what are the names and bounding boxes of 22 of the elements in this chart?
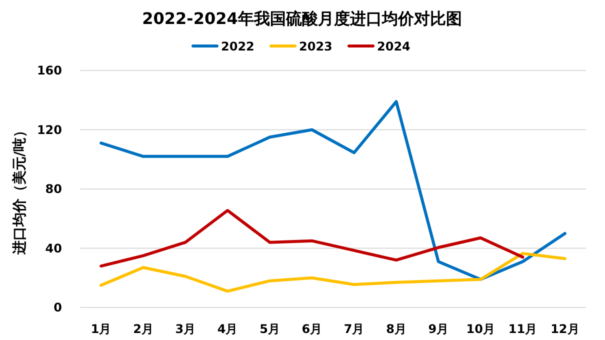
- x-tick-label: 9月: [428, 322, 449, 336]
- x-tick-label: 4月: [217, 322, 238, 336]
- y-tick-label: 120: [36, 122, 62, 137]
- y-tick-label: 160: [36, 64, 62, 78]
- y-axis-title: 进口均价（美元/吨）: [11, 123, 28, 256]
- x-tick-label: 1月: [90, 322, 112, 336]
- x-tick-label: 10月: [466, 322, 495, 336]
- legend-label: 2022: [221, 40, 254, 54]
- y-tick-label: 80: [45, 182, 62, 196]
- x-tick-label: 5月: [260, 322, 280, 336]
- x-tick-label: 12月: [550, 322, 580, 336]
- x-tick-label: 6月: [302, 322, 322, 336]
- x-tick-label: 3月: [175, 322, 196, 336]
- legend-label: 2024: [377, 40, 410, 54]
- y-tick-label: 0: [54, 300, 62, 314]
- x-tick-label: 2月: [133, 322, 154, 336]
- x-tick-label: 7月: [344, 322, 364, 336]
- x-tick-label: 11月: [508, 322, 538, 336]
- chart-title: 2022-2024年我国硫酸月度进口均价对比图: [142, 9, 462, 28]
- y-tick-label: 40: [45, 241, 62, 256]
- legend-label: 2023: [299, 40, 332, 54]
- x-tick-label: 8月: [386, 322, 406, 336]
